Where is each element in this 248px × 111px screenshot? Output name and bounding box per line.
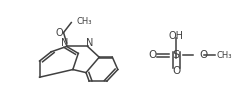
Text: OH: OH xyxy=(169,31,184,41)
Text: CH₃: CH₃ xyxy=(76,17,92,26)
Text: N: N xyxy=(86,38,93,48)
Text: N: N xyxy=(61,38,68,48)
Text: O: O xyxy=(148,50,156,60)
Text: O: O xyxy=(56,28,63,38)
Text: O: O xyxy=(199,50,207,60)
Text: CH₃: CH₃ xyxy=(217,51,232,60)
Text: O: O xyxy=(172,66,180,76)
Text: S: S xyxy=(173,50,180,60)
